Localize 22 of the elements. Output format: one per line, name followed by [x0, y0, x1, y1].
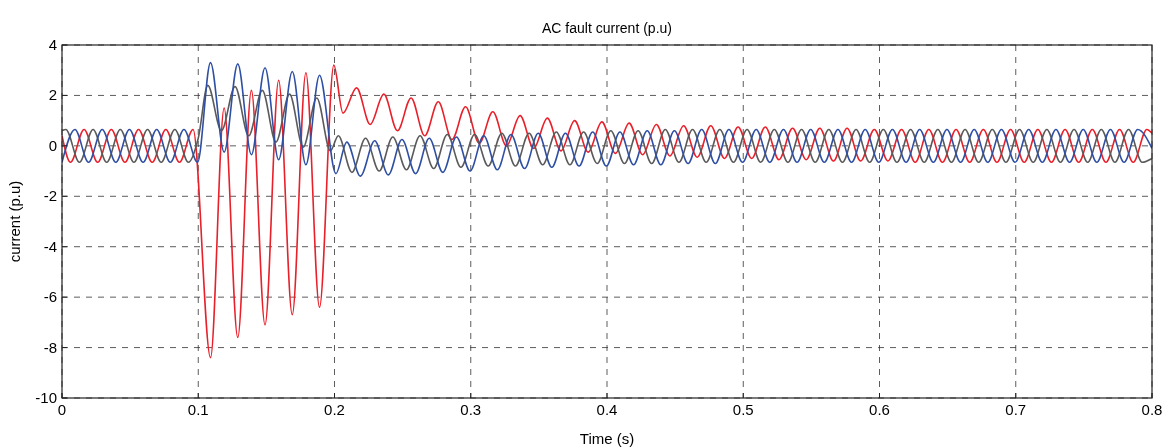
y-tick-label: -2	[43, 187, 57, 205]
x-axis-title: Time (s)	[579, 430, 635, 447]
x-tick-label: 0.3	[460, 401, 482, 418]
x-tick-label: 0.5	[732, 401, 754, 418]
y-tick-label: -6	[43, 288, 57, 306]
x-tick-label: 0.8	[1141, 401, 1163, 418]
x-tick-label: 0.4	[596, 401, 618, 418]
y-tick-label: -8	[43, 338, 57, 356]
y-tick-label: -10	[35, 389, 57, 406]
y-tick-label: 2	[48, 86, 57, 104]
x-tick-label: 0.2	[324, 401, 345, 418]
x-tick-label: 0.7	[1005, 401, 1027, 418]
line-series	[62, 61, 1152, 177]
x-tick-label: 0.1	[187, 401, 209, 418]
chart-title: AC fault current (p.u)	[542, 20, 672, 36]
line-series	[62, 64, 1152, 359]
y-tick-label: 0	[48, 136, 57, 154]
y-axis-title: current (p.u)	[6, 180, 23, 263]
x-tick-label: 0.6	[869, 401, 890, 418]
line-series	[62, 84, 1152, 174]
y-tick-label: -4	[43, 237, 57, 255]
y-tick-label: 4	[48, 36, 57, 53]
